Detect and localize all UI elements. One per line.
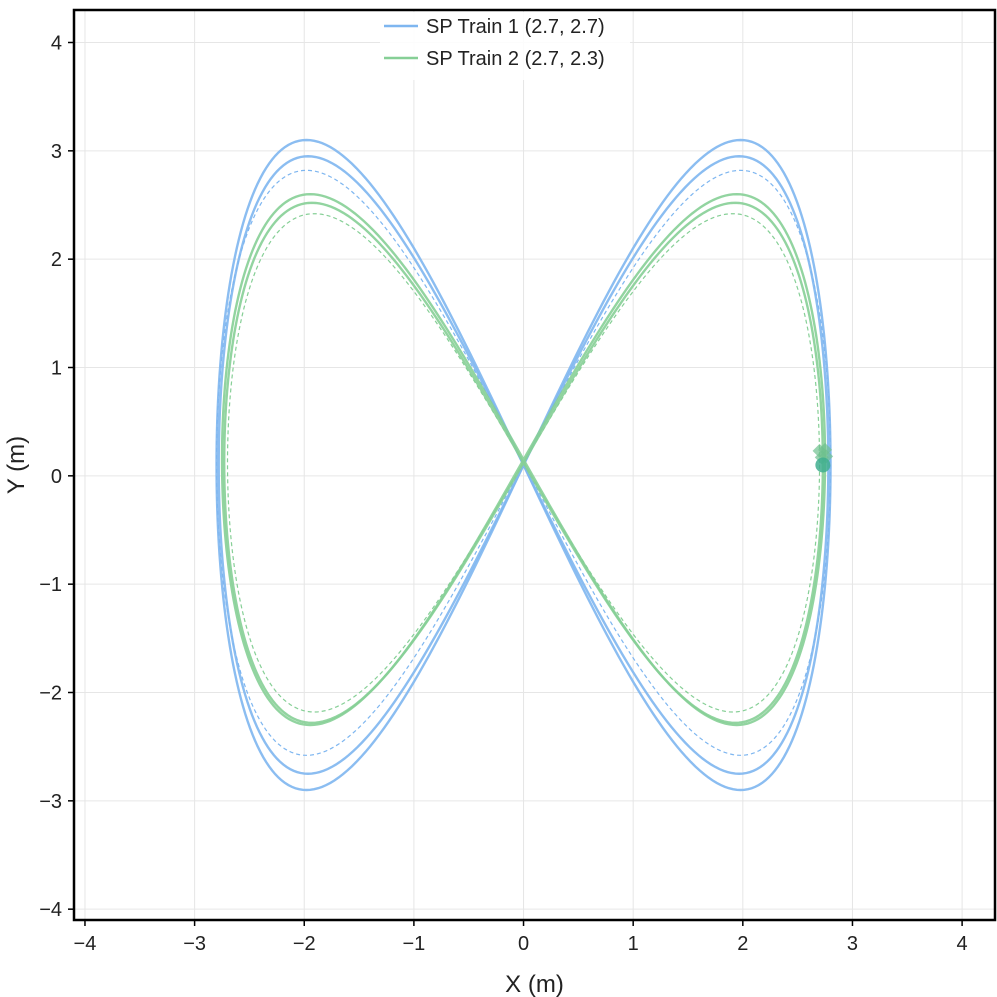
series-1-lap-1: [215, 138, 832, 792]
y-tick-label: −2: [39, 683, 62, 705]
ticks: −4 −3 −2 −1 0 1 2 3 4 −4 −3 −2 −1 0 1 2 3 4: [39, 33, 967, 956]
markers: [812, 442, 834, 473]
legend-box: [380, 12, 630, 80]
plot-frame: [72, 8, 997, 922]
y-axis-label: Y (m): [3, 436, 30, 494]
y-tick-label: 0: [51, 466, 62, 488]
series-curves: [215, 138, 832, 792]
series-1-lap-2: [217, 155, 830, 775]
legend-label-2: SP Train 2 (2.7, 2.3): [426, 48, 605, 70]
y-tick-label: 4: [51, 33, 62, 55]
x-tick-label: −4: [74, 933, 97, 955]
x-tick-label: −2: [293, 933, 316, 955]
legend: SP Train 1 (2.7, 2.7) SP Train 2 (2.7, 2.…: [380, 12, 630, 80]
x-axis-label: X (m): [505, 971, 564, 997]
y-tick-label: 1: [51, 358, 62, 380]
x-tick-label: 4: [957, 933, 968, 955]
y-tick-label: 3: [51, 141, 62, 163]
y-tick-label: −3: [39, 791, 62, 813]
series-2-lap-2: [223, 201, 825, 725]
x-tick-label: 0: [518, 933, 529, 955]
start-marker: [815, 457, 831, 473]
series-2-reference: [226, 213, 821, 713]
x-tick-label: −1: [402, 933, 425, 955]
x-tick-label: 2: [737, 933, 748, 955]
y-tick-label: 2: [51, 249, 62, 271]
x-tick-label: −3: [183, 933, 206, 955]
x-tick-label: 3: [847, 933, 858, 955]
legend-label-1: SP Train 1 (2.7, 2.7): [426, 16, 605, 38]
grid: [74, 10, 995, 920]
y-tick-label: −4: [39, 899, 62, 921]
x-tick-label: 1: [628, 933, 639, 955]
y-tick-label: −1: [39, 574, 62, 596]
